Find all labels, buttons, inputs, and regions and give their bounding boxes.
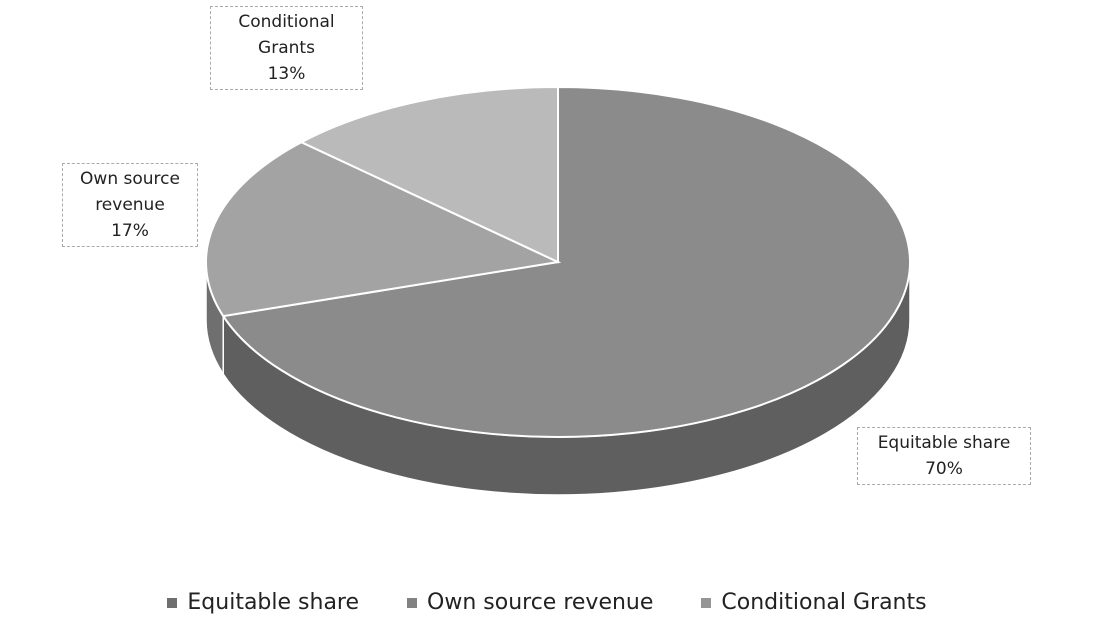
pie-slice: [221, 85, 911, 438]
legend-label: Conditional Grants: [721, 590, 927, 615]
data-label-value: 70%: [925, 459, 963, 479]
data-label-value: 13%: [267, 64, 306, 84]
legend-swatch: [701, 597, 712, 608]
data-label: Conditional Grants 13%: [210, 6, 363, 90]
legend-swatch: [167, 597, 178, 608]
data-label-value: 17%: [111, 221, 149, 241]
legend-item: Conditional Grants: [701, 590, 927, 615]
pie-slice: [299, 85, 559, 264]
data-label: Own source revenue 17%: [62, 163, 198, 247]
legend-item: Equitable share: [167, 590, 359, 615]
legend-item: Own source revenue: [407, 590, 653, 615]
pie-slice: [205, 141, 562, 318]
legend-label: Own source revenue: [427, 590, 654, 615]
legend: Equitable share Own source revenue Conditi…: [0, 590, 1094, 615]
legend-label: Equitable share: [187, 590, 360, 615]
legend-swatch: [407, 597, 418, 608]
data-label: Equitable share 70%: [857, 427, 1031, 485]
data-label-name: Conditional Grants: [238, 12, 335, 58]
data-label-name: Own source revenue: [80, 169, 180, 215]
data-label-name: Equitable share: [877, 433, 1011, 453]
